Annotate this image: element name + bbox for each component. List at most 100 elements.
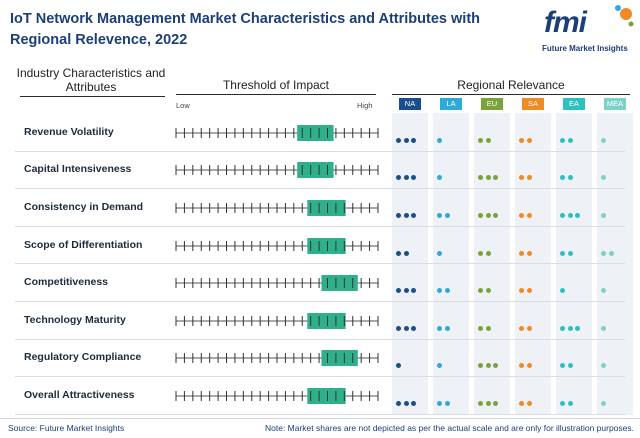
- relevance-dot: [437, 250, 442, 256]
- relevance-dot: [485, 401, 491, 406]
- relevance-dot: [478, 175, 483, 181]
- relevance-dot: [519, 288, 524, 294]
- relevance-dot: [567, 175, 573, 181]
- impact-scale: [175, 275, 379, 292]
- threshold-header: Threshold of Impact: [222, 78, 330, 92]
- relevance-dot: [411, 325, 416, 331]
- relevance-dot: [485, 288, 491, 294]
- relevance-dot: [485, 175, 491, 181]
- row-divider: [15, 263, 625, 265]
- relevance-dots-sa: [519, 243, 534, 256]
- impact-scale: [175, 200, 379, 216]
- relevance-dots-mea: [601, 243, 616, 256]
- relevance-dots-na: [396, 355, 404, 369]
- relevance-dot: [444, 288, 450, 294]
- relevance-dots-sa: [519, 280, 534, 294]
- relevance-dot: [478, 363, 483, 369]
- note-text: Note: Market shares are not depicted as …: [264, 423, 634, 433]
- impact-scale: [175, 312, 379, 329]
- relevance-dot: [526, 137, 532, 143]
- relevance-dots-mea: [601, 318, 609, 331]
- relevance-dots-la: [437, 318, 452, 331]
- impact-scale: [175, 162, 379, 179]
- relevance-dot: [519, 137, 524, 143]
- relevance-dots-ea: [560, 205, 583, 218]
- footer: Source: Future Market Insights Note: Mar…: [0, 418, 640, 438]
- relevance-dot: [396, 325, 401, 331]
- relevance-dots-eu: [478, 393, 501, 406]
- relevance-dots-ea: [560, 393, 575, 406]
- scale-high-label: High: [357, 101, 373, 110]
- row-label: Scope of Differentiation: [24, 238, 143, 251]
- relevance-dot: [437, 137, 442, 143]
- chart-title: IoT Network Management Market Characteri…: [10, 11, 481, 48]
- relevance-dots-na: [396, 130, 419, 143]
- characteristics-underline: [20, 96, 165, 97]
- relevance-dots-na: [396, 318, 419, 331]
- relevance-dots-sa: [519, 205, 534, 218]
- relevance-dot: [485, 363, 491, 369]
- relevance-dots-la: [437, 280, 452, 294]
- relevance-dots-na: [396, 393, 419, 406]
- relevance-dots-la: [437, 393, 452, 406]
- relevance-dot: [601, 325, 606, 331]
- row-divider: [15, 225, 625, 227]
- relevance-dot: [526, 250, 532, 256]
- scale-low-label: Low: [176, 101, 190, 110]
- relevance-dots-la: [437, 355, 445, 369]
- relevance-dots-na: [396, 243, 411, 256]
- impact-bar: [321, 275, 358, 292]
- relevance-dot: [567, 363, 573, 369]
- relevance-dot: [485, 213, 491, 218]
- relevance-dots-eu: [478, 167, 501, 181]
- relevance-dot: [444, 325, 450, 331]
- relevance-dot: [403, 250, 409, 256]
- relevance-dots-eu: [478, 280, 493, 294]
- relevance-dot: [567, 137, 573, 143]
- relevance-dots-sa: [519, 130, 534, 143]
- relevance-dot: [478, 137, 483, 143]
- region-badge-ea: EA: [563, 98, 585, 110]
- relevance-dot: [478, 401, 483, 406]
- relevance-dots-sa: [519, 167, 534, 181]
- relevance-dot: [493, 363, 498, 369]
- relevance-dot: [437, 325, 442, 331]
- relevance-dot: [411, 213, 416, 218]
- relevance-dot: [396, 401, 401, 406]
- impact-scale: [175, 388, 379, 404]
- relevance-dots-ea: [560, 280, 568, 294]
- relevance-dot: [485, 250, 491, 256]
- impact-bar: [307, 200, 346, 216]
- relevance-dot: [567, 250, 573, 256]
- relevance-dot: [526, 175, 532, 181]
- relevance-dots-eu: [478, 355, 501, 369]
- fmi-logo: [615, 5, 634, 27]
- row-divider: [15, 301, 625, 302]
- relevance-dot: [601, 137, 606, 143]
- relevance-dots-na: [396, 205, 419, 218]
- region-badge-sa: SA: [522, 98, 544, 110]
- relevance-dot: [601, 213, 606, 218]
- row-label: Consistency in Demand: [24, 201, 144, 213]
- relevance-dot: [526, 325, 532, 331]
- relevance-dot: [519, 401, 524, 406]
- relevance-dot: [526, 401, 532, 406]
- relevance-dot: [519, 213, 524, 218]
- relevance-dot: [437, 401, 442, 406]
- relevance-dot: [478, 213, 483, 218]
- relevance-dot: [411, 175, 416, 181]
- threshold-underline: [176, 94, 376, 95]
- relevance-dot: [411, 401, 416, 406]
- relevance-dots-eu: [478, 243, 493, 256]
- relevance-dot: [575, 213, 580, 218]
- relevance-dot: [437, 175, 442, 181]
- row-label: Revenue Volatility: [24, 125, 114, 138]
- relevance-dot: [478, 288, 483, 294]
- relevance-dot: [411, 288, 416, 294]
- relevance-dot: [396, 137, 401, 143]
- relevance-dot: [519, 325, 524, 331]
- relevance-dots-la: [437, 243, 445, 256]
- row-label: Overall Attractiveness: [24, 389, 135, 401]
- relevance-dot: [403, 325, 409, 331]
- relevance-dot: [567, 325, 573, 331]
